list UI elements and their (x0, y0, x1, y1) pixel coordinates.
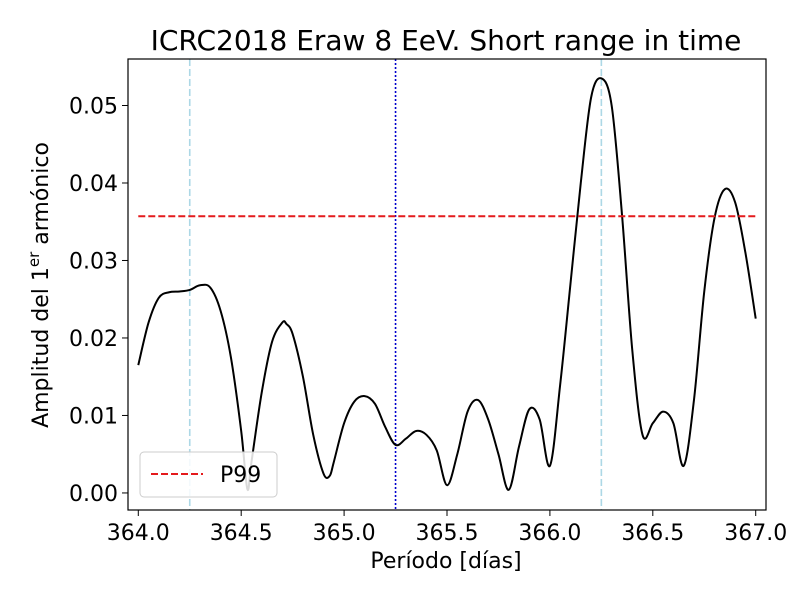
x-tick-label: 366.5 (621, 521, 684, 546)
y-tick-label: 0.04 (69, 172, 118, 197)
x-tick-label: 367.0 (724, 521, 787, 546)
plot-area (137, 59, 757, 510)
y-tick-label: 0.02 (69, 327, 118, 352)
legend-box (139, 451, 278, 498)
x-tick-label: 366.0 (518, 521, 581, 546)
x-tick-label: 365.0 (313, 521, 376, 546)
y-axis-label-prefix: Amplitud del 1 (29, 267, 54, 428)
plot-frame (127, 58, 767, 511)
y-tick-label: 0.03 (69, 249, 118, 274)
y-tick-label: 0.00 (69, 482, 118, 507)
x-tick-label: 364.5 (210, 521, 273, 546)
y-tick-label: 0.01 (69, 404, 118, 429)
legend: P99 (139, 451, 278, 498)
x-axis-label: Período [días] (370, 549, 521, 574)
y-axis-label: Amplitud del 1er armónico (25, 142, 54, 428)
y-tick-label: 0.05 (69, 94, 118, 119)
series-line-0 (137, 77, 757, 492)
x-tick-label: 364.0 (107, 521, 170, 546)
legend-label-p99: P99 (220, 463, 261, 488)
y-axis-label-superscript: er (25, 251, 43, 267)
x-tick-label: 365.5 (416, 521, 479, 546)
y-axis: 0.00 0.01 0.02 0.03 0.04 0.05 (69, 94, 128, 507)
chart-title: ICRC2018 Eraw 8 EeV. Short range in time (151, 24, 742, 57)
y-axis-label-suffix: armónico (29, 142, 54, 252)
x-axis: 364.0 364.5 365.0 365.5 366.0 366.5 367.0 (107, 510, 787, 546)
